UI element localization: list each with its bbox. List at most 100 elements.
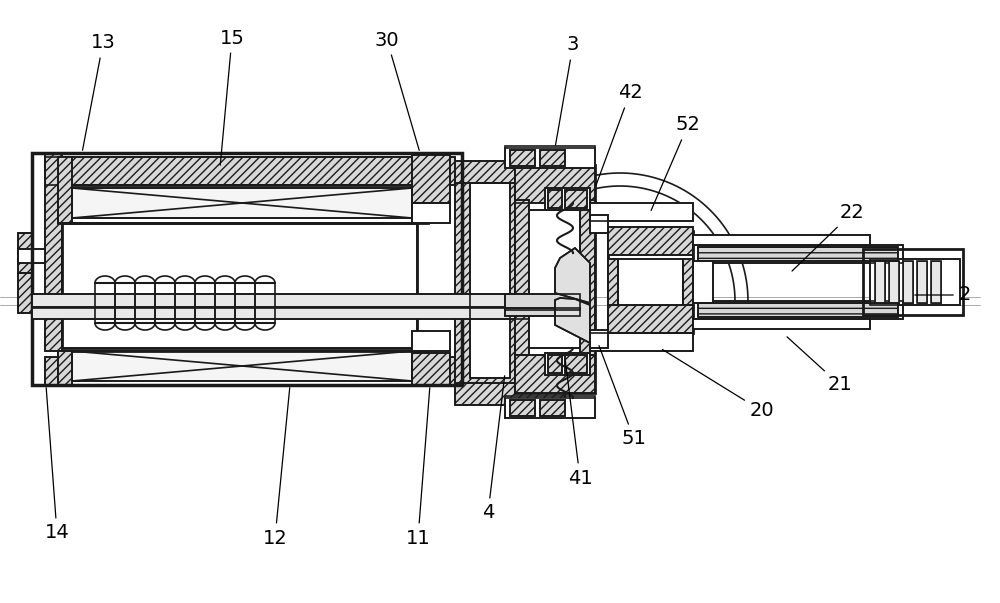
- Bar: [590, 330, 608, 348]
- Text: 15: 15: [220, 28, 244, 165]
- Bar: [618, 259, 683, 305]
- Bar: [32, 307, 532, 319]
- Bar: [683, 259, 693, 305]
- Bar: [565, 190, 587, 208]
- Bar: [58, 351, 428, 385]
- Bar: [580, 200, 595, 355]
- Text: 20: 20: [662, 350, 774, 420]
- Bar: [693, 261, 713, 303]
- Bar: [683, 259, 693, 305]
- Bar: [693, 301, 903, 319]
- Bar: [529, 210, 580, 348]
- Text: 42: 42: [596, 83, 642, 185]
- Bar: [515, 355, 595, 393]
- Bar: [693, 319, 870, 329]
- Text: 12: 12: [263, 388, 290, 548]
- Bar: [545, 188, 590, 210]
- Bar: [693, 245, 903, 263]
- Bar: [510, 150, 535, 166]
- Bar: [32, 307, 532, 319]
- Bar: [545, 353, 590, 375]
- Text: 52: 52: [651, 116, 700, 210]
- Bar: [693, 319, 870, 329]
- Bar: [510, 150, 535, 166]
- Bar: [58, 185, 428, 223]
- Bar: [72, 351, 412, 381]
- Bar: [470, 183, 510, 378]
- Bar: [863, 249, 963, 315]
- Bar: [580, 200, 595, 355]
- Bar: [698, 303, 898, 317]
- Bar: [693, 301, 903, 319]
- Bar: [455, 161, 565, 183]
- Bar: [565, 355, 587, 373]
- Bar: [515, 355, 595, 393]
- Bar: [72, 351, 412, 381]
- Bar: [58, 351, 428, 385]
- Bar: [540, 400, 565, 416]
- Bar: [875, 261, 885, 303]
- Text: 2: 2: [915, 285, 971, 305]
- Bar: [889, 261, 899, 303]
- Bar: [58, 351, 72, 385]
- Bar: [62, 223, 417, 348]
- Bar: [515, 165, 595, 393]
- Bar: [903, 261, 913, 303]
- Bar: [931, 261, 941, 303]
- Text: 4: 4: [482, 376, 505, 523]
- Bar: [548, 190, 562, 208]
- Bar: [510, 400, 535, 416]
- Bar: [590, 203, 693, 221]
- Polygon shape: [555, 248, 590, 303]
- Bar: [698, 247, 898, 261]
- Bar: [590, 333, 693, 351]
- Bar: [45, 153, 62, 351]
- Bar: [548, 355, 562, 373]
- Bar: [608, 227, 693, 255]
- Bar: [18, 233, 32, 273]
- Bar: [455, 165, 515, 393]
- Bar: [590, 333, 693, 351]
- Bar: [548, 190, 562, 208]
- Bar: [693, 235, 870, 245]
- Bar: [412, 353, 450, 385]
- Bar: [590, 330, 608, 348]
- Bar: [540, 150, 565, 166]
- Bar: [505, 294, 580, 310]
- Bar: [412, 203, 450, 223]
- Bar: [618, 259, 683, 305]
- Bar: [608, 305, 693, 333]
- Bar: [412, 353, 450, 385]
- Bar: [590, 215, 608, 233]
- Bar: [58, 351, 72, 385]
- Bar: [505, 146, 595, 168]
- Bar: [45, 357, 455, 385]
- Bar: [608, 259, 618, 305]
- Bar: [470, 183, 510, 378]
- Bar: [917, 261, 927, 303]
- Bar: [455, 161, 565, 183]
- Bar: [58, 157, 72, 223]
- Bar: [515, 165, 595, 203]
- Bar: [412, 155, 450, 203]
- Bar: [870, 259, 960, 305]
- Bar: [590, 203, 693, 221]
- Bar: [18, 249, 45, 263]
- Bar: [18, 273, 32, 313]
- Bar: [58, 185, 428, 223]
- Bar: [32, 294, 532, 308]
- Bar: [698, 303, 898, 317]
- Bar: [505, 308, 580, 316]
- Bar: [693, 245, 903, 263]
- Text: 14: 14: [45, 388, 69, 543]
- Bar: [608, 305, 693, 333]
- Text: 13: 13: [83, 34, 115, 150]
- Bar: [903, 261, 913, 303]
- Bar: [412, 331, 450, 351]
- Bar: [540, 400, 565, 416]
- Bar: [548, 355, 562, 373]
- Text: 11: 11: [406, 388, 430, 548]
- Bar: [875, 261, 885, 303]
- Bar: [608, 259, 618, 305]
- Bar: [515, 200, 529, 355]
